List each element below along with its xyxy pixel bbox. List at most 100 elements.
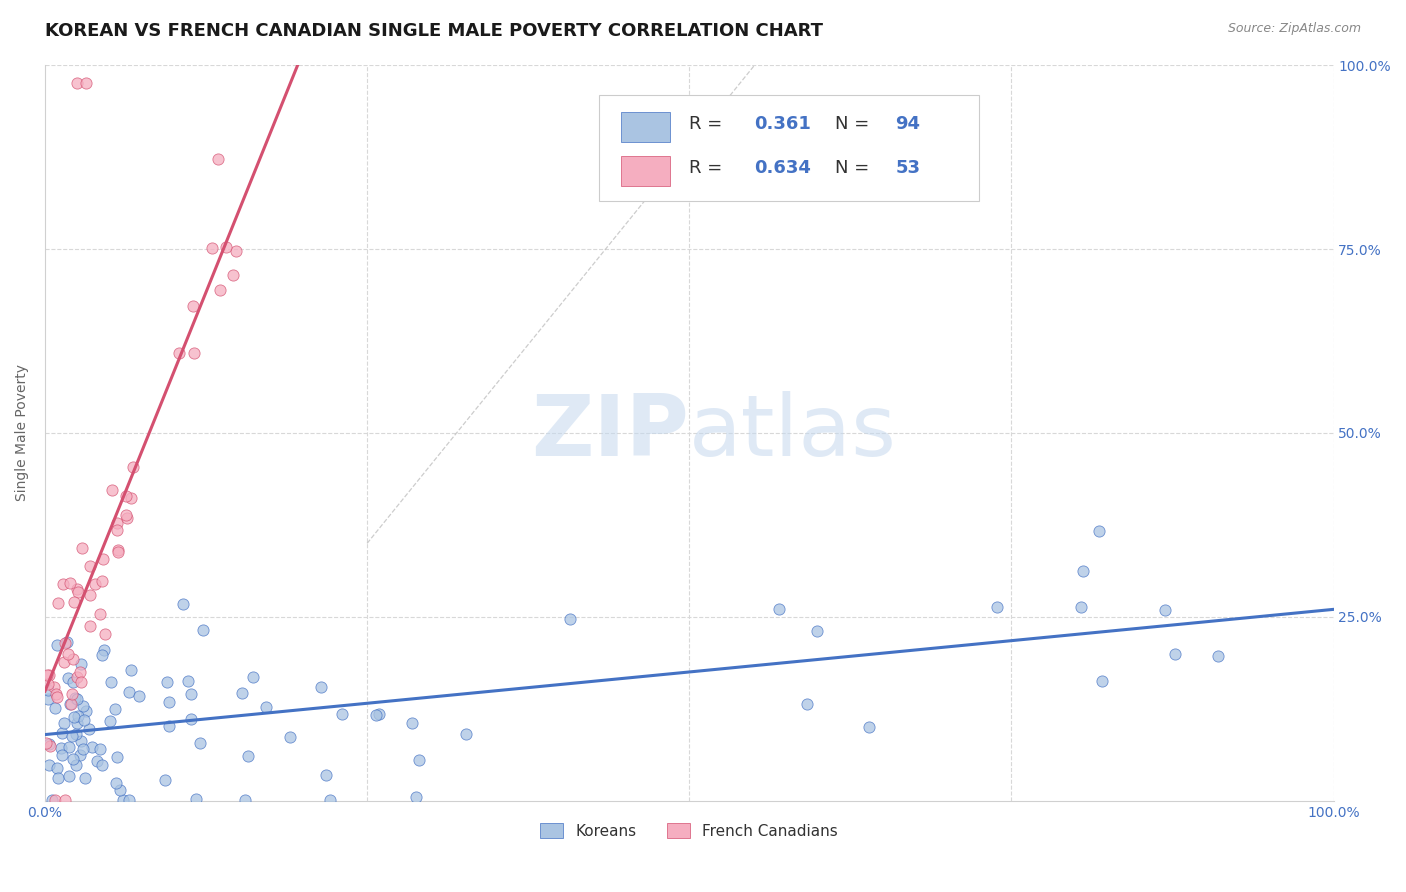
Point [768, 601, 790, 615]
FancyBboxPatch shape [599, 95, 979, 202]
Point [401, 716, 423, 731]
Point [91, 758, 114, 772]
Text: 0.634: 0.634 [754, 159, 810, 178]
Point [89, 607, 111, 621]
Text: 94: 94 [896, 115, 921, 133]
Point [79, 558, 101, 573]
Y-axis label: Single Male Poverty: Single Male Poverty [15, 365, 30, 501]
Point [183, 299, 205, 313]
Point [186, 792, 208, 806]
Point [118, 793, 141, 807]
Point [46, 761, 69, 775]
Point [38, 757, 60, 772]
Point [52, 577, 75, 591]
Point [157, 695, 180, 709]
Point [46, 596, 69, 610]
FancyBboxPatch shape [621, 112, 669, 142]
Point [101, 483, 124, 498]
Point [72, 742, 94, 756]
Point [91, 552, 114, 566]
Point [69, 675, 91, 690]
Point [254, 700, 277, 714]
Point [236, 749, 259, 764]
Point [56, 635, 79, 649]
Point [62, 710, 84, 724]
Text: N =: N = [835, 159, 875, 178]
Point [63, 690, 86, 705]
Point [89, 742, 111, 756]
Point [66, 77, 89, 91]
Point [156, 674, 179, 689]
Point [69, 734, 91, 748]
Point [1087, 524, 1109, 538]
Point [104, 776, 127, 790]
Point [35, 736, 58, 750]
Point [278, 730, 301, 744]
Point [454, 726, 477, 740]
Point [114, 508, 136, 522]
Text: 0.361: 0.361 [754, 115, 810, 133]
Point [191, 623, 214, 637]
Point [231, 686, 253, 700]
Point [560, 611, 582, 625]
Point [215, 240, 238, 254]
Point [986, 599, 1008, 614]
Point [48, 771, 70, 785]
Text: 53: 53 [896, 159, 921, 178]
Point [188, 736, 211, 750]
Point [177, 673, 200, 688]
Text: Source: ZipAtlas.com: Source: ZipAtlas.com [1227, 22, 1361, 36]
Point [225, 244, 247, 259]
Point [38, 667, 60, 681]
Point [59, 697, 82, 711]
Point [858, 720, 880, 734]
Point [65, 727, 87, 741]
Point [62, 729, 84, 743]
FancyBboxPatch shape [621, 156, 669, 186]
Point [207, 152, 229, 166]
Point [79, 588, 101, 602]
Point [59, 575, 82, 590]
Point [405, 790, 427, 805]
Point [105, 523, 128, 537]
Point [67, 708, 90, 723]
Point [366, 708, 388, 723]
Point [330, 707, 353, 722]
Point [79, 619, 101, 633]
Point [37, 677, 59, 691]
Point [172, 597, 194, 611]
Point [58, 671, 80, 685]
Point [118, 684, 141, 698]
Point [100, 714, 122, 729]
Point [39, 739, 62, 753]
Point [72, 698, 94, 713]
Point [408, 753, 430, 767]
Point [319, 793, 342, 807]
Point [73, 713, 96, 727]
Point [115, 510, 138, 524]
Point [83, 577, 105, 591]
Point [44, 701, 66, 715]
Point [53, 716, 76, 731]
Point [180, 712, 202, 726]
Text: R =: R = [689, 159, 728, 178]
Point [41, 793, 63, 807]
Point [75, 77, 97, 91]
Point [796, 697, 818, 711]
Point [77, 722, 100, 736]
Point [60, 697, 83, 711]
Point [167, 346, 190, 360]
Point [120, 663, 142, 677]
Text: ZIP: ZIP [531, 392, 689, 475]
Point [46, 690, 69, 704]
Point [122, 459, 145, 474]
Point [120, 491, 142, 505]
Point [107, 542, 129, 557]
Point [53, 636, 76, 650]
Point [111, 793, 134, 807]
Point [62, 752, 84, 766]
Point [94, 627, 117, 641]
Point [180, 687, 202, 701]
Point [100, 674, 122, 689]
Point [90, 574, 112, 588]
